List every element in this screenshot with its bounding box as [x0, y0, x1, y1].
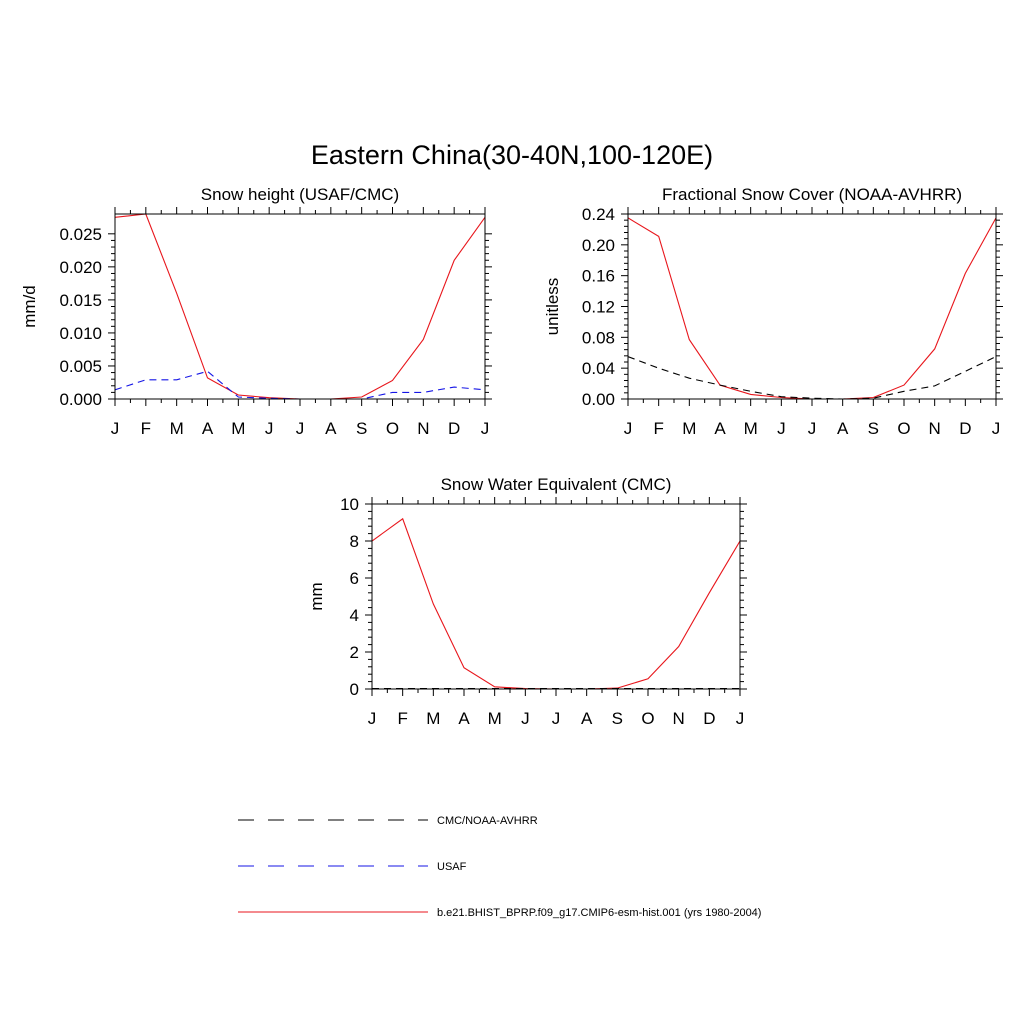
series-line	[115, 370, 485, 400]
x-tick-label: J	[481, 419, 490, 438]
legend-entry: USAF	[238, 861, 467, 873]
y-tick-label: 0.16	[582, 267, 615, 286]
x-tick-label: F	[141, 419, 151, 438]
x-tick-label: D	[448, 419, 460, 438]
x-tick-label: A	[837, 419, 849, 438]
y-axis-label: unitless	[543, 278, 562, 336]
legend: CMC/NOAA-AVHRR USAF b.e21.BHIST_BPRP.f09_g…	[238, 815, 761, 919]
series-group	[372, 517, 740, 690]
series-line	[115, 213, 485, 400]
x-tick-label: J	[521, 709, 530, 728]
x-tick-label: A	[714, 419, 726, 438]
x-tick-label: J	[808, 419, 817, 438]
y-tick-label: 0.015	[59, 291, 102, 310]
plot-frame	[627, 213, 997, 400]
legend-entry: b.e21.BHIST_BPRP.f09_g17.CMIP6-esm-hist.…	[238, 907, 761, 919]
legend-label: USAF	[437, 861, 467, 873]
y-tick-label: 2	[350, 643, 359, 662]
x-tick-label: M	[170, 419, 184, 438]
y-tick-label: 0.020	[59, 258, 102, 277]
x-tick-label: N	[929, 419, 941, 438]
x-tick-label: D	[959, 419, 971, 438]
x-tick-label: M	[682, 419, 696, 438]
x-tick-label: J	[736, 709, 745, 728]
x-tick-label: O	[386, 419, 399, 438]
legend-label: CMC/NOAA-AVHRR	[437, 815, 538, 827]
x-tick-label: J	[265, 419, 274, 438]
x-tick-label: J	[552, 709, 561, 728]
x-tick-label: M	[231, 419, 245, 438]
y-tick-label: 0.025	[59, 225, 102, 244]
x-tick-label: S	[356, 419, 367, 438]
x-tick-label: O	[641, 709, 654, 728]
y-tick-label: 0.010	[59, 324, 102, 343]
chart-panel-1: Snow height (USAF/CMC)mm/dJ F M A M J J A S O N D J0…	[20, 185, 492, 438]
y-tick-label: 4	[350, 606, 359, 625]
y-tick-label: 0.08	[582, 328, 615, 347]
x-tick-label: S	[612, 709, 623, 728]
x-tick-label: J	[992, 419, 1001, 438]
x-tick-label: A	[325, 419, 337, 438]
series-group	[115, 213, 485, 400]
x-tick-label: J	[777, 419, 786, 438]
x-tick-label: J	[368, 709, 377, 728]
chart-panel-2: Fractional Snow Cover (NOAA-AVHRR) unitle…	[543, 185, 1003, 438]
x-tick-label: S	[868, 419, 879, 438]
series-line	[628, 217, 996, 400]
x-tick-label: F	[397, 709, 407, 728]
y-axis-label: mm/d	[20, 285, 39, 328]
y-tick-label: 0.24	[582, 205, 615, 224]
x-tick-label: N	[417, 419, 429, 438]
y-tick-label: 0.000	[59, 390, 102, 409]
y-tick-label: 0.12	[582, 298, 615, 317]
x-tick-label: A	[458, 709, 470, 728]
x-tick-label: M	[426, 709, 440, 728]
y-tick-label: 6	[350, 569, 359, 588]
x-tick-label: F	[653, 419, 663, 438]
x-tick-label: M	[488, 709, 502, 728]
panel-title: Snow height (USAF/CMC)	[201, 185, 399, 204]
series-group	[628, 217, 996, 400]
legend-label: b.e21.BHIST_BPRP.f09_g17.CMIP6-esm-hist.…	[437, 907, 761, 919]
x-tick-label: D	[703, 709, 715, 728]
x-tick-label: M	[744, 419, 758, 438]
panel-title: Snow Water Equivalent (CMC)	[441, 475, 672, 494]
y-tick-label: 10	[340, 495, 359, 514]
chart-panels: Snow height (USAF/CMC)mm/dJ F M A M J J A S O N D J0…	[20, 185, 1003, 728]
panel-title: Fractional Snow Cover (NOAA-AVHRR)	[662, 185, 962, 204]
y-axis-label: mm	[307, 582, 326, 610]
y-tick-label: 8	[350, 532, 359, 551]
y-tick-label: 0.00	[582, 390, 615, 409]
series-line	[372, 517, 740, 690]
chart-panel-3: Snow Water Equivalent (CMC)mmJ F M A M J J A S O N…	[307, 475, 747, 728]
y-tick-label: 0.04	[582, 359, 615, 378]
x-tick-label: J	[624, 419, 633, 438]
legend-entry: CMC/NOAA-AVHRR	[238, 815, 538, 827]
x-tick-label: J	[111, 419, 120, 438]
y-tick-label: 0.20	[582, 236, 615, 255]
y-tick-label: 0.005	[59, 357, 102, 376]
x-tick-label: A	[581, 709, 593, 728]
plot-frame	[371, 503, 741, 690]
x-tick-label: J	[296, 419, 305, 438]
x-tick-label: O	[897, 419, 910, 438]
x-tick-label: A	[202, 419, 214, 438]
plot-frame	[114, 213, 486, 400]
x-tick-label: N	[673, 709, 685, 728]
figure-title: Eastern China(30-40N,100-120E)	[311, 140, 713, 170]
y-tick-label: 0	[350, 680, 359, 699]
series-line	[628, 356, 996, 400]
